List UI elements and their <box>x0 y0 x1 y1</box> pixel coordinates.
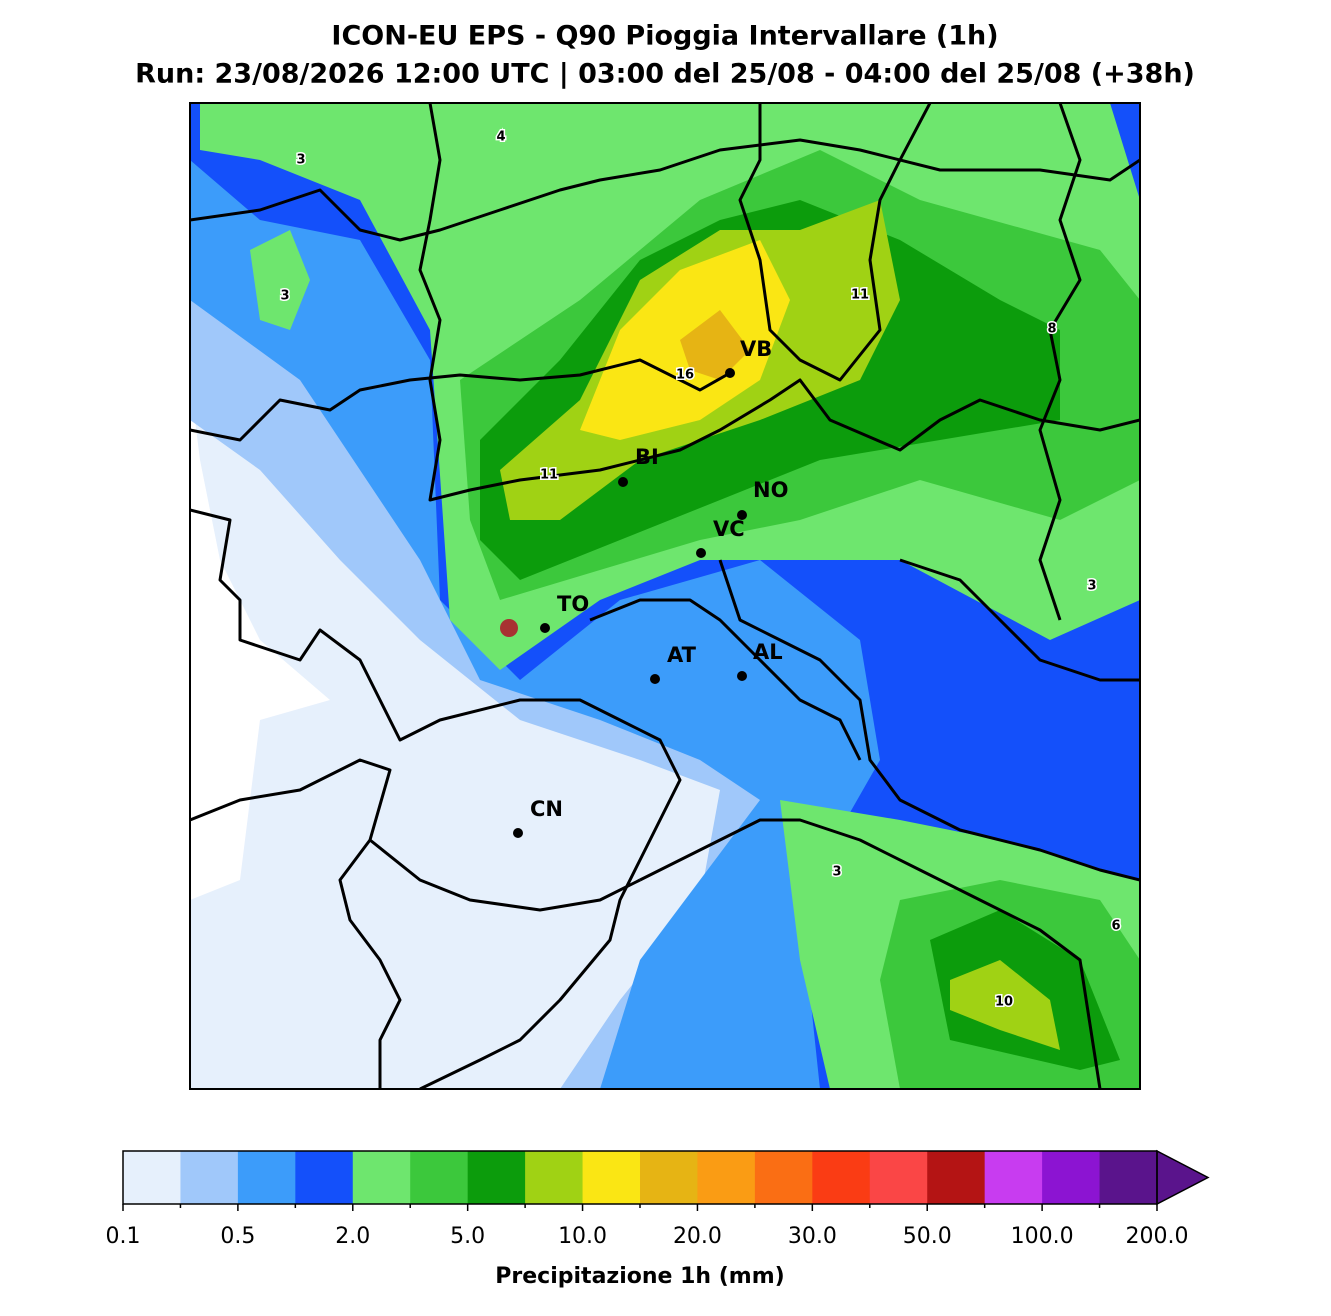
colorbar-box <box>812 1151 871 1204</box>
colorbar-box <box>927 1151 986 1204</box>
colorbar-tick-label: 100.0 <box>1011 1224 1074 1249</box>
colorbar-tick-label: 10.0 <box>558 1224 607 1249</box>
precip-area <box>950 960 1060 1050</box>
colorbar-tick-label: 0.5 <box>220 1224 255 1249</box>
city-label: AL <box>753 640 783 664</box>
precip-area <box>250 230 310 330</box>
city-dot <box>696 548 706 558</box>
city-dot <box>737 510 747 520</box>
map-frame <box>189 102 1141 1090</box>
city-dot <box>618 477 628 487</box>
colorbar-tick-label: 0.1 <box>106 1224 141 1249</box>
city-dot <box>540 623 550 633</box>
contour-label: 4 <box>496 130 505 145</box>
city-label: VC <box>713 517 745 541</box>
colorbar-label: Precipitazione 1h (mm) <box>495 1264 784 1289</box>
colorbar-tick-label: 200.0 <box>1126 1224 1189 1249</box>
contour-label: 16 <box>676 368 694 383</box>
colorbar-box <box>467 1151 526 1204</box>
colorbar-tick-label: 5.0 <box>450 1224 485 1249</box>
colorbar-box <box>1042 1151 1101 1204</box>
subtitle: Run: 23/08/2026 12:00 UTC | 03:00 del 25… <box>135 59 1195 90</box>
location-marker <box>500 619 518 637</box>
colorbar-tick-label: 2.0 <box>335 1224 370 1249</box>
colorbar-box <box>869 1151 928 1204</box>
colorbar-box <box>237 1151 296 1204</box>
precip-area <box>680 310 750 380</box>
city-dot <box>725 368 735 378</box>
city-label: VB <box>740 337 772 361</box>
city-dot <box>737 671 747 681</box>
title: ICON-EU EPS - Q90 Pioggia Intervallare (… <box>331 21 998 52</box>
contour-label: 3 <box>1087 579 1096 594</box>
city-label: AT <box>667 643 697 667</box>
colorbar-box <box>582 1151 641 1204</box>
colorbar-box <box>525 1151 584 1204</box>
contour-label: 3 <box>832 865 841 880</box>
city-dot <box>650 674 660 684</box>
colorbar-box <box>984 1151 1043 1204</box>
city-label: NO <box>753 478 788 502</box>
colorbar-extend <box>1156 1149 1210 1206</box>
colorbar-box <box>1099 1151 1158 1204</box>
colorbar-tick-label: 30.0 <box>788 1224 837 1249</box>
colorbar-tick-label: 20.0 <box>673 1224 722 1249</box>
city-dot <box>513 828 523 838</box>
colorbar-box <box>754 1151 813 1204</box>
contour-label: 10 <box>995 995 1013 1010</box>
colorbar-tick-label: 50.0 <box>903 1224 952 1249</box>
contour-label: 11 <box>540 468 558 483</box>
colorbar-box <box>697 1151 756 1204</box>
contour-label: 3 <box>280 289 289 304</box>
colorbar-box <box>180 1151 239 1204</box>
colorbar-box <box>123 1151 181 1204</box>
colorbar-box <box>640 1151 698 1204</box>
city-label: BI <box>635 445 659 469</box>
contour-label: 11 <box>851 288 869 303</box>
contour-label: 3 <box>296 153 305 168</box>
colorbar-box <box>410 1151 469 1204</box>
contour-label: 6 <box>1111 919 1120 934</box>
city-label: TO <box>557 592 589 616</box>
precip-fields <box>190 103 1140 1089</box>
colorbar-box <box>352 1151 411 1204</box>
contour-label: 8 <box>1047 322 1056 337</box>
borders <box>190 103 1140 1089</box>
city-label: CN <box>530 797 563 821</box>
colorbar-box <box>295 1151 354 1204</box>
